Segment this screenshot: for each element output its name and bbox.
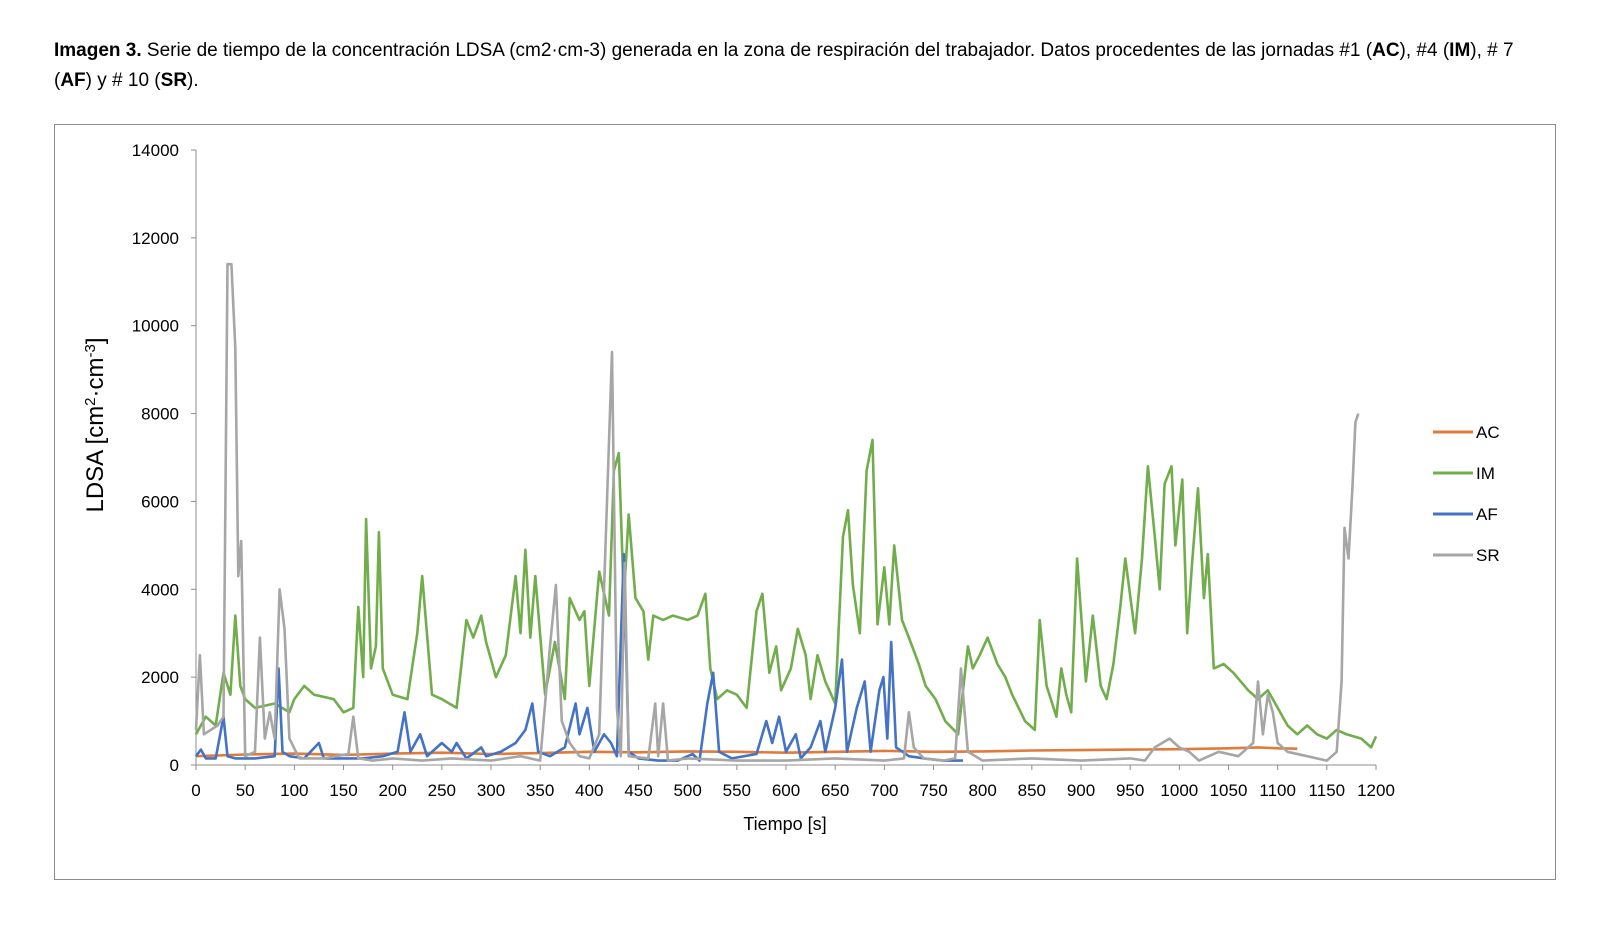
x-tick-label: 50: [236, 781, 255, 800]
legend-label-ac: AC: [1476, 423, 1500, 442]
x-tick-label: 850: [1018, 781, 1046, 800]
y-tick-label: 4000: [141, 580, 179, 599]
x-tick-label: 800: [968, 781, 996, 800]
x-tick-label: 1100: [1259, 781, 1296, 800]
x-axis: 0 50 100 150 200 250 300 350 400 450 500 550 600 650 7…: [191, 764, 1395, 800]
series-line-sr: [194, 262, 1360, 762]
caption-bold-ac: AC: [1372, 40, 1400, 61]
y-tick-label: 2000: [141, 668, 179, 687]
x-tick-label: 1050: [1210, 781, 1248, 800]
x-tick-label: 100: [280, 781, 308, 800]
caption-label: Imagen 3.: [54, 40, 142, 61]
caption-bold-sr: SR: [160, 70, 188, 91]
series-line-im: [194, 438, 1378, 749]
x-axis-label: Tiempo [s]: [743, 814, 826, 834]
y-tick-label: 10000: [132, 317, 179, 336]
y-axis-label-end: ]: [82, 337, 109, 344]
y-axis-label-mid: ·cm: [82, 357, 109, 397]
x-tick-label: 200: [378, 781, 406, 800]
caption-text-2: ), #4 (: [1399, 40, 1450, 61]
y-axis: 0 2000 4000 6000 8000 10000 12000 14000: [132, 141, 197, 775]
figure-caption: Imagen 3. Serie de tiempo de la concentr…: [54, 36, 1554, 96]
y-tick-label: 6000: [141, 492, 179, 511]
series-line-af: [194, 552, 963, 762]
x-tick-label: 1000: [1160, 781, 1198, 800]
x-tick-label: 400: [575, 781, 603, 800]
x-tick-label: 150: [329, 781, 357, 800]
x-tick-label: 250: [428, 781, 456, 800]
y-axis-label-sup2: -3: [82, 344, 99, 357]
line-chart: 0 2000 4000 6000 8000 10000 12000 14000 0 50 100 1…: [82, 141, 1500, 834]
x-tick-label: 600: [772, 781, 800, 800]
y-tick-label: 12000: [132, 229, 179, 248]
caption-bold-im: IM: [1449, 40, 1471, 61]
series-layer: [194, 262, 1378, 762]
x-tick-label: 450: [624, 781, 652, 800]
y-tick-label: 0: [170, 756, 179, 775]
chart-frame: 0 2000 4000 6000 8000 10000 12000 14000 0 50 100 1…: [54, 124, 1556, 880]
x-tick-label: 900: [1067, 781, 1095, 800]
y-axis-label-sup1: 2: [82, 397, 99, 405]
legend-label-af: AF: [1476, 505, 1498, 524]
x-tick-label: 1150: [1309, 781, 1346, 800]
y-axis-label: LDSA [cm2·cm-3]: [82, 337, 110, 512]
legend: AC IM AF SR: [1433, 423, 1500, 565]
legend-label-im: IM: [1476, 464, 1495, 483]
caption-text: Serie de tiempo de la concentración LDSA…: [141, 40, 1373, 61]
caption-text-4: ) y # 10 (: [85, 70, 161, 91]
x-tick-label: 550: [723, 781, 751, 800]
caption-bold-af: AF: [60, 70, 86, 91]
x-tick-label: 700: [870, 781, 898, 800]
caption-text-5: ).: [187, 70, 199, 91]
y-axis-label-main: LDSA [cm: [82, 406, 109, 513]
x-tick-label: 750: [919, 781, 947, 800]
caption-text-3: ), # 7 (: [54, 40, 1514, 91]
x-tick-label: 650: [821, 781, 849, 800]
x-tick-label: 950: [1116, 781, 1144, 800]
legend-label-sr: SR: [1476, 546, 1500, 565]
y-tick-label: 14000: [132, 141, 179, 160]
x-tick-label: 300: [477, 781, 505, 800]
x-tick-label: 500: [673, 781, 701, 800]
x-tick-label: 0: [191, 781, 200, 800]
x-tick-label: 350: [526, 781, 554, 800]
y-tick-label: 8000: [141, 405, 179, 424]
x-tick-label: 1200: [1357, 781, 1395, 800]
